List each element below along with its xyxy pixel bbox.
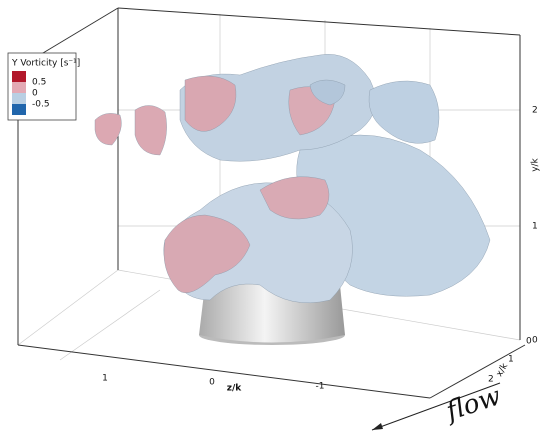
z-tick-label: 1 — [102, 374, 108, 384]
z-tick-label: -1 — [316, 382, 325, 392]
x-tick-label: 0 — [526, 337, 532, 347]
z-axis-label: z/k — [227, 384, 243, 394]
y-tick-label: 1 — [532, 222, 538, 232]
legend-swatch — [12, 71, 26, 82]
legend-swatch — [12, 104, 26, 115]
y-axis-label: y/k — [531, 157, 541, 171]
legend-title: Y Vorticity [s⁻¹] — [11, 59, 80, 69]
legend: Y Vorticity [s⁻¹] 0.50-0.5 — [8, 53, 80, 120]
legend-swatch — [12, 93, 26, 104]
flow-label: flow — [441, 381, 505, 427]
flow-arrowhead — [372, 423, 383, 430]
x-tick-label: 1 — [508, 355, 514, 365]
legend-swatch — [12, 82, 26, 93]
y-tick-label: 2 — [532, 106, 538, 116]
y-tick-label: 0 — [532, 336, 538, 346]
visualization: Y Vorticity [s⁻¹] 0.50-0.5 y/k z/k x/k 0… — [0, 0, 560, 440]
z-tick-label: 0 — [209, 378, 215, 388]
legend-label: 0.5 — [32, 78, 46, 88]
legend-label: 0 — [32, 89, 38, 99]
isosurface — [95, 54, 490, 303]
legend-label: -0.5 — [32, 100, 50, 110]
page: Y Vorticity [s⁻¹] 0.50-0.5 y/k z/k x/k 0… — [0, 0, 560, 440]
